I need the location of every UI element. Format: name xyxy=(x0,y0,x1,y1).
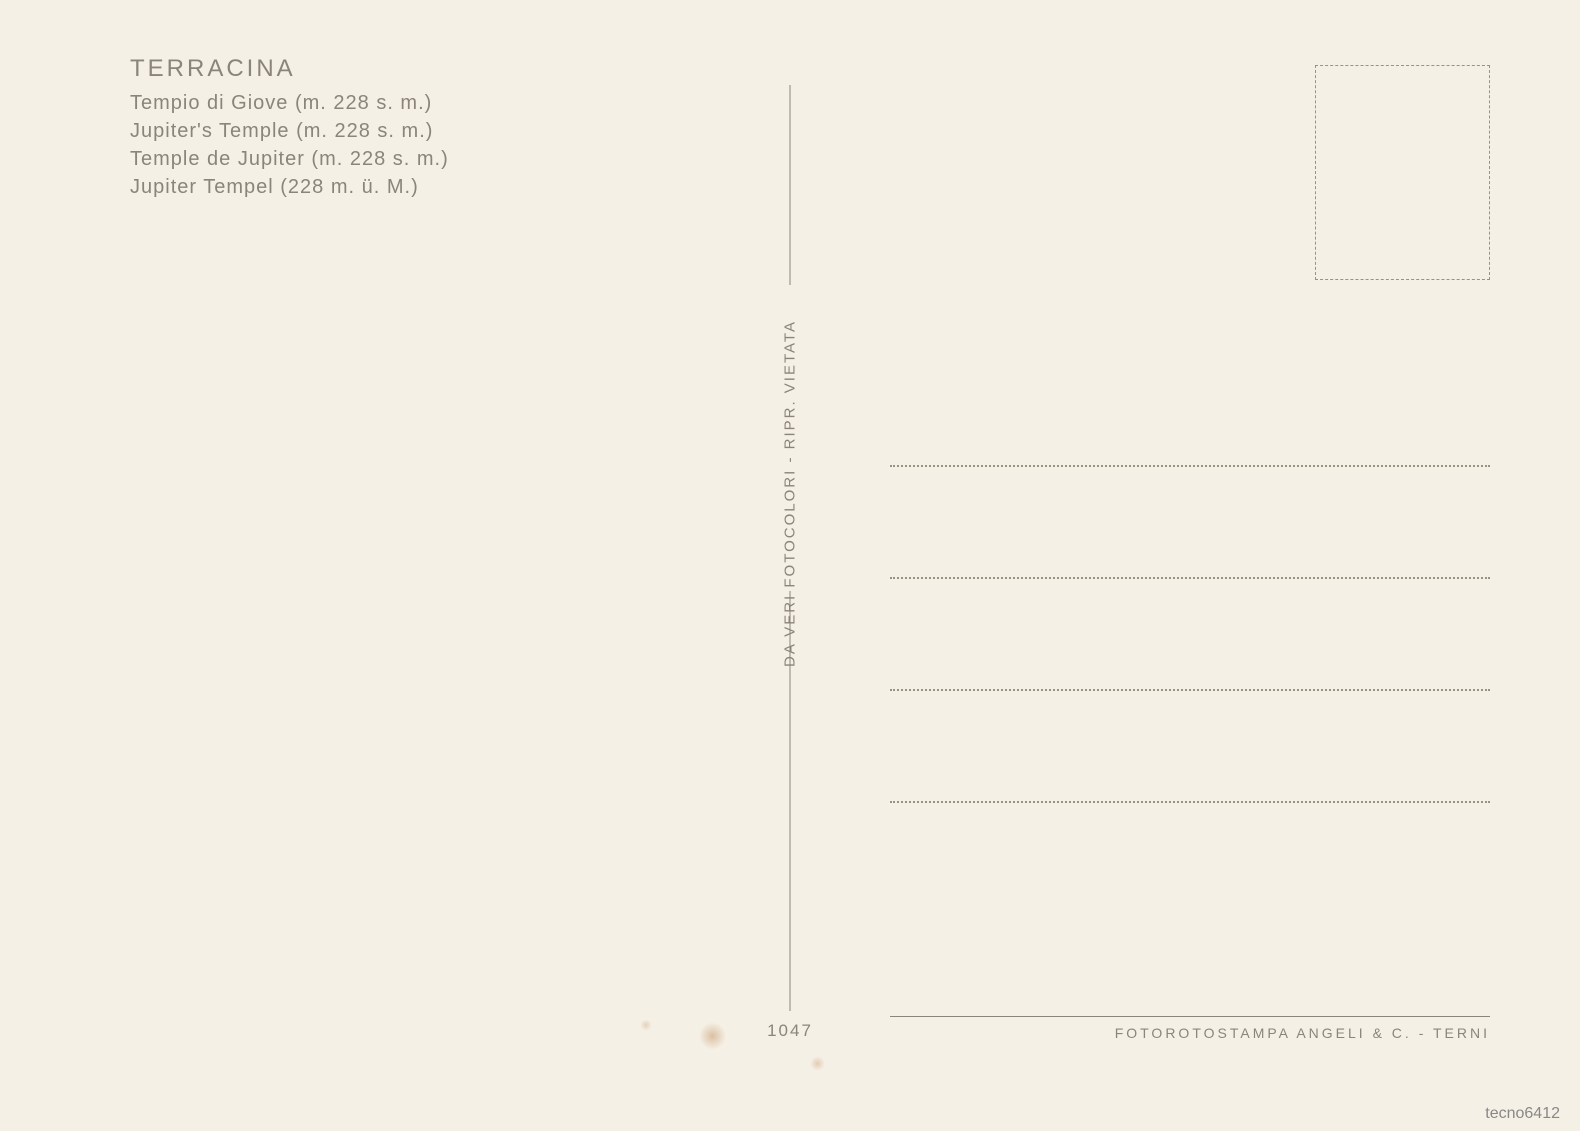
address-line xyxy=(890,465,1490,467)
caption-line-fr: Temple de Jupiter (m. 228 s. m.) xyxy=(130,145,449,173)
card-number: 1047 xyxy=(767,1021,813,1041)
divider-segment-top xyxy=(790,85,791,285)
publisher-text: FOTOROTOSTAMPA ANGELI & C. - TERNI xyxy=(890,1016,1490,1041)
age-stain xyxy=(700,1021,725,1051)
caption-block: TERRACINA Tempio di Giove (m. 228 s. m.)… xyxy=(130,55,449,201)
location-title: TERRACINA xyxy=(130,55,449,83)
age-stain xyxy=(640,1019,652,1031)
postcard-back: TERRACINA Tempio di Giove (m. 228 s. m.)… xyxy=(30,25,1550,1101)
address-area xyxy=(890,465,1490,913)
publisher-block: FOTOROTOSTAMPA ANGELI & C. - TERNI xyxy=(890,1016,1490,1041)
age-stain xyxy=(810,1056,825,1071)
scanner-watermark: tecno6412 xyxy=(1485,1105,1560,1123)
address-line xyxy=(890,801,1490,803)
address-line xyxy=(890,577,1490,579)
caption-line-it: Tempio di Giove (m. 228 s. m.) xyxy=(130,89,449,117)
caption-line-de: Jupiter Tempel (228 m. ü. M.) xyxy=(130,173,449,201)
caption-line-en: Jupiter's Temple (m. 228 s. m.) xyxy=(130,117,449,145)
address-line xyxy=(890,689,1490,691)
copyright-vertical: DA VERI FOTOCOLORI - RIPR. VIETATA xyxy=(782,320,799,667)
stamp-placeholder xyxy=(1315,65,1490,280)
